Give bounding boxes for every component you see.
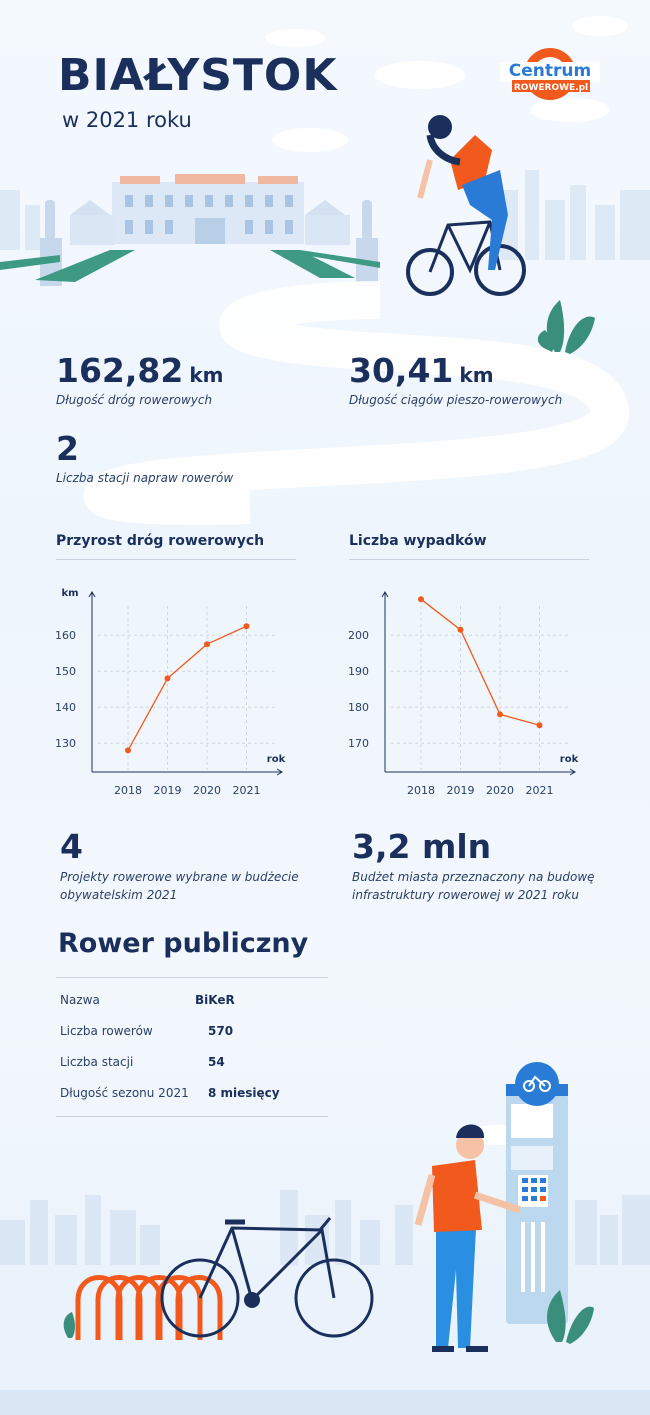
y-tick-label: 180 <box>348 701 369 714</box>
table-row: Liczba stacji 54 <box>60 1055 330 1086</box>
x-tick-label: 2021 <box>526 784 554 797</box>
stat-label: Długość dróg rowerowych <box>56 393 213 407</box>
plant-icon <box>63 1290 594 1344</box>
x-axis-label: rok <box>560 754 579 765</box>
x-axis-arrow <box>569 768 576 776</box>
x-tick-label: 2018 <box>407 784 435 797</box>
data-point <box>164 675 171 682</box>
stat-label-line: infrastruktury rowerowej w 2021 roku <box>352 888 579 902</box>
stat-label: Liczba stacji napraw rowerów <box>56 471 234 485</box>
stat-label-line: obywatelskim 2021 <box>60 888 178 902</box>
data-point <box>497 711 503 718</box>
section-title: Rower publiczny <box>58 928 309 959</box>
stat-label-line: Budżet miasta przeznaczony na budowę <box>352 870 595 884</box>
y-tick-label: 130 <box>55 737 76 750</box>
stat-value: 162,82 <box>56 351 184 390</box>
x-axis-arrow <box>276 768 283 776</box>
y-axis-arrow <box>381 591 389 598</box>
row-key: Liczba rowerów <box>60 1024 153 1038</box>
table-row: Liczba rowerów 570 <box>60 1024 330 1055</box>
stat-unit: km <box>459 363 494 387</box>
x-tick-label: 2019 <box>447 784 475 797</box>
svg-text:ROWEROWE.pl: ROWEROWE.pl <box>514 83 588 93</box>
stat-label-line: Projekty rowerowe wybrane w budżecie <box>60 870 299 884</box>
road-path <box>83 281 629 525</box>
y-tick-label: 160 <box>55 629 76 642</box>
data-point <box>243 623 250 630</box>
stat-value: 30,41 <box>349 351 454 390</box>
svg-text:Centrum: Centrum <box>509 61 591 81</box>
stat-paths: 30,41 km Długość ciągów pieszo-rowerowych <box>349 354 562 409</box>
stat-label: Budżet miasta przeznaczony na budowę inf… <box>352 868 595 904</box>
row-value: BiKeR <box>195 993 235 1007</box>
row-value: 54 <box>208 1055 225 1069</box>
divider <box>56 1116 328 1117</box>
page-subtitle: w 2021 roku <box>62 108 192 132</box>
stat-roads: 162,82 km Długość dróg rowerowych <box>56 354 223 409</box>
y-tick-label: 150 <box>55 665 76 678</box>
series-line <box>420 598 540 726</box>
cyclist-illustration <box>406 115 526 296</box>
y-tick-label: 200 <box>348 629 369 642</box>
y-tick-label: 140 <box>55 701 76 714</box>
y-axis-label: km <box>61 588 78 599</box>
chart-title: Liczba wypadków <box>349 533 487 549</box>
x-tick-label: 2020 <box>486 784 514 797</box>
roads-growth-chart: 130 140 150 160 2018 2019 2020 2021 km rok <box>55 588 286 797</box>
data-point <box>457 626 464 633</box>
row-key: Liczba stacji <box>60 1055 134 1069</box>
divider <box>56 977 328 978</box>
garden-hedges <box>0 250 380 282</box>
bike-rack-icon <box>75 1275 223 1340</box>
centrum-rowerowe-logo: Centrum ROWEROWE.pl <box>500 48 600 100</box>
data-point <box>536 722 543 729</box>
table-row: Długość sezonu 2021 8 miesięcy <box>60 1086 330 1117</box>
data-point <box>125 747 131 754</box>
row-value: 8 miesięcy <box>208 1086 280 1100</box>
divider <box>56 559 296 560</box>
stat-budget: 3,2 mln Budżet miasta przeznaczony na bu… <box>352 830 595 904</box>
x-tick-label: 2018 <box>114 784 142 797</box>
x-tick-label: 2020 <box>193 784 221 797</box>
x-tick-label: 2021 <box>233 784 261 797</box>
row-key: Nazwa <box>60 993 100 1007</box>
stat-value: 3,2 mln <box>352 827 492 866</box>
page-title: BIAŁYSTOK <box>58 50 338 101</box>
x-tick-label: 2019 <box>154 784 182 797</box>
y-tick-label: 190 <box>348 665 369 678</box>
bike-station-illustration <box>506 1062 568 1324</box>
bicycle-icon <box>523 1075 551 1092</box>
chart-title: Przyrost dróg rowerowych <box>56 533 265 549</box>
person-illustration <box>414 1124 522 1352</box>
palace-illustration <box>70 174 350 245</box>
accidents-chart: 170 180 190 200 2018 2019 2020 2021 rok <box>348 591 579 797</box>
x-axis-label: rok <box>267 754 286 765</box>
series-line <box>127 625 247 751</box>
stat-value: 2 <box>56 429 79 468</box>
divider <box>349 559 589 560</box>
table-row: Nazwa BiKeR <box>60 993 330 1024</box>
data-point <box>418 596 424 603</box>
data-point <box>204 641 210 648</box>
y-axis-arrow <box>88 591 96 598</box>
stat-value: 4 <box>60 827 83 866</box>
stat-label: Długość ciągów pieszo-rowerowych <box>349 393 563 407</box>
row-value: 570 <box>208 1024 234 1038</box>
stat-projects: 4 Projekty rowerowe wybrane w budżecie o… <box>60 830 299 904</box>
stat-stations: 2 Liczba stacji napraw rowerów <box>56 432 233 487</box>
stat-unit: km <box>189 363 224 387</box>
plant-icon <box>537 300 595 354</box>
stat-label: Projekty rowerowe wybrane w budżecie oby… <box>60 868 299 904</box>
row-key: Długość sezonu 2021 <box>60 1086 189 1100</box>
y-tick-label: 170 <box>348 737 369 750</box>
